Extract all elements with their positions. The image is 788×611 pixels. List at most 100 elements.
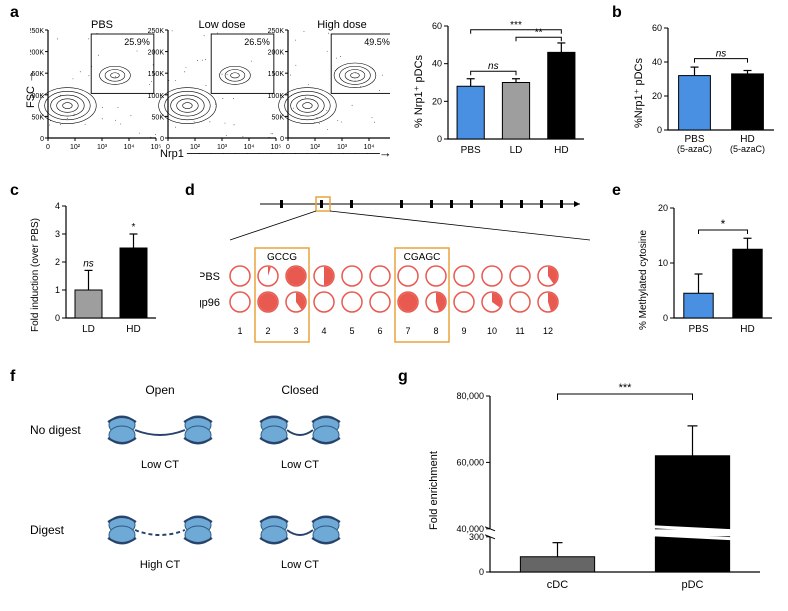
svg-text:GCCG: GCCG bbox=[267, 252, 297, 263]
svg-text:20: 20 bbox=[432, 96, 442, 106]
svg-text:Digest: Digest bbox=[30, 523, 65, 537]
svg-text:12: 12 bbox=[543, 326, 553, 336]
axis-label-g-y: Fold enrichment bbox=[428, 451, 440, 530]
svg-text:0: 0 bbox=[479, 567, 484, 577]
svg-text:*: * bbox=[132, 222, 136, 233]
svg-text:25.9%: 25.9% bbox=[124, 37, 150, 47]
panel-d-diagram: GCCGCGAGCPBSgp96123456789101112 bbox=[200, 190, 600, 345]
axis-label-c-y: Fold induction (over PBS) bbox=[30, 218, 41, 332]
svg-text:pDC: pDC bbox=[681, 579, 703, 591]
svg-text:200K: 200K bbox=[268, 50, 285, 57]
svg-text:10⁴: 10⁴ bbox=[124, 144, 135, 151]
svg-text:LD: LD bbox=[510, 145, 523, 156]
svg-text:9: 9 bbox=[461, 326, 466, 336]
svg-text:250K: 250K bbox=[148, 28, 165, 35]
svg-text:40: 40 bbox=[652, 57, 662, 67]
svg-text:3: 3 bbox=[293, 326, 298, 336]
svg-text:Low CT: Low CT bbox=[141, 459, 179, 471]
svg-text:8: 8 bbox=[433, 326, 438, 336]
svg-text:PBS: PBS bbox=[200, 271, 220, 283]
svg-text:0: 0 bbox=[657, 125, 662, 135]
svg-text:**: ** bbox=[535, 27, 543, 38]
svg-text:200K: 200K bbox=[148, 50, 165, 57]
svg-text:Open: Open bbox=[145, 383, 174, 397]
panel-e-barchart: 01020PBSHD* bbox=[648, 190, 778, 345]
svg-text:4: 4 bbox=[55, 201, 60, 211]
axis-label-e-y: % Methylated cytosine bbox=[638, 230, 649, 330]
panel-label-b: b bbox=[612, 4, 622, 22]
panel-b-barchart: 0204060PBS(5-azaC)HD(5-azaC)ns bbox=[640, 10, 780, 165]
svg-text:5: 5 bbox=[349, 326, 354, 336]
svg-text:cDC: cDC bbox=[547, 579, 568, 591]
svg-text:200K: 200K bbox=[30, 50, 44, 57]
axis-label-a-bar-y: % Nrp1⁺ pDCs bbox=[412, 55, 425, 128]
axis-label-nrp1-text: Nrp1 bbox=[160, 148, 184, 160]
svg-text:0: 0 bbox=[437, 134, 442, 144]
svg-text:250K: 250K bbox=[30, 28, 44, 35]
svg-text:0: 0 bbox=[160, 136, 164, 143]
svg-text:0: 0 bbox=[55, 313, 60, 323]
svg-text:Low CT: Low CT bbox=[281, 559, 319, 571]
svg-text:20: 20 bbox=[652, 91, 662, 101]
svg-text:0: 0 bbox=[46, 144, 50, 151]
panel-label-f: f bbox=[10, 368, 15, 386]
svg-text:Low CT: Low CT bbox=[281, 459, 319, 471]
svg-text:2: 2 bbox=[55, 257, 60, 267]
svg-text:3: 3 bbox=[55, 229, 60, 239]
svg-text:ns: ns bbox=[83, 258, 94, 269]
panel-a-barchart: 0204060PBSLDHDns***** bbox=[420, 6, 590, 161]
svg-text:26.5%: 26.5% bbox=[244, 37, 270, 47]
svg-text:100K: 100K bbox=[30, 93, 44, 100]
svg-text:ns: ns bbox=[716, 49, 727, 60]
axis-label-nrp1: Nrp1 ————————————————→ bbox=[160, 145, 391, 160]
svg-text:LD: LD bbox=[82, 324, 95, 335]
svg-text:ns: ns bbox=[488, 61, 499, 72]
panel-label-e: e bbox=[612, 182, 621, 200]
svg-text:HD: HD bbox=[740, 324, 754, 335]
svg-text:4: 4 bbox=[321, 326, 326, 336]
svg-text:50K: 50K bbox=[152, 114, 165, 121]
svg-text:7: 7 bbox=[405, 326, 410, 336]
svg-text:300: 300 bbox=[469, 532, 484, 542]
svg-text:***: *** bbox=[619, 382, 633, 394]
svg-text:(5-azaC): (5-azaC) bbox=[730, 144, 765, 154]
svg-text:50K: 50K bbox=[272, 114, 285, 121]
svg-text:High CT: High CT bbox=[140, 559, 181, 571]
svg-text:10: 10 bbox=[487, 326, 497, 336]
svg-text:1: 1 bbox=[237, 326, 242, 336]
svg-text:40: 40 bbox=[432, 59, 442, 69]
svg-text:gp96: gp96 bbox=[200, 297, 220, 309]
svg-text:High dose: High dose bbox=[317, 19, 367, 31]
svg-text:0: 0 bbox=[40, 136, 44, 143]
svg-text:*: * bbox=[721, 217, 726, 231]
svg-text:11: 11 bbox=[515, 326, 524, 336]
svg-text:HD: HD bbox=[126, 324, 140, 335]
panel-label-a: a bbox=[10, 4, 19, 22]
panel-a-scatter-plots: PBS050K100K150K200K250K010²10³10⁴10⁵25.9… bbox=[30, 16, 390, 156]
svg-text:20: 20 bbox=[658, 203, 668, 213]
svg-text:80,000: 80,000 bbox=[456, 391, 484, 401]
panel-g-barchart: 40,00060,00080,0000300cDCpDC*** bbox=[440, 376, 770, 601]
svg-text:2: 2 bbox=[265, 326, 270, 336]
svg-text:150K: 150K bbox=[268, 71, 285, 78]
svg-text:100K: 100K bbox=[268, 93, 285, 100]
svg-text:250K: 250K bbox=[268, 28, 285, 35]
svg-text:50K: 50K bbox=[32, 114, 45, 121]
panel-label-d: d bbox=[185, 182, 195, 200]
svg-text:HD: HD bbox=[554, 145, 568, 156]
svg-text:60: 60 bbox=[652, 23, 662, 33]
svg-text:***: *** bbox=[510, 20, 522, 31]
svg-text:0: 0 bbox=[663, 313, 668, 323]
svg-text:No digest: No digest bbox=[30, 423, 81, 437]
svg-text:60: 60 bbox=[432, 21, 442, 31]
svg-text:Low dose: Low dose bbox=[198, 19, 245, 31]
svg-text:10: 10 bbox=[658, 258, 668, 268]
svg-text:150K: 150K bbox=[148, 71, 165, 78]
axis-label-b-y: %Nrp1⁺ pDCs bbox=[632, 58, 645, 128]
svg-text:6: 6 bbox=[377, 326, 382, 336]
svg-text:10²: 10² bbox=[70, 144, 81, 151]
svg-text:PBS: PBS bbox=[461, 145, 481, 156]
svg-text:100K: 100K bbox=[148, 93, 165, 100]
svg-text:0: 0 bbox=[280, 136, 284, 143]
svg-text:60,000: 60,000 bbox=[456, 457, 484, 467]
